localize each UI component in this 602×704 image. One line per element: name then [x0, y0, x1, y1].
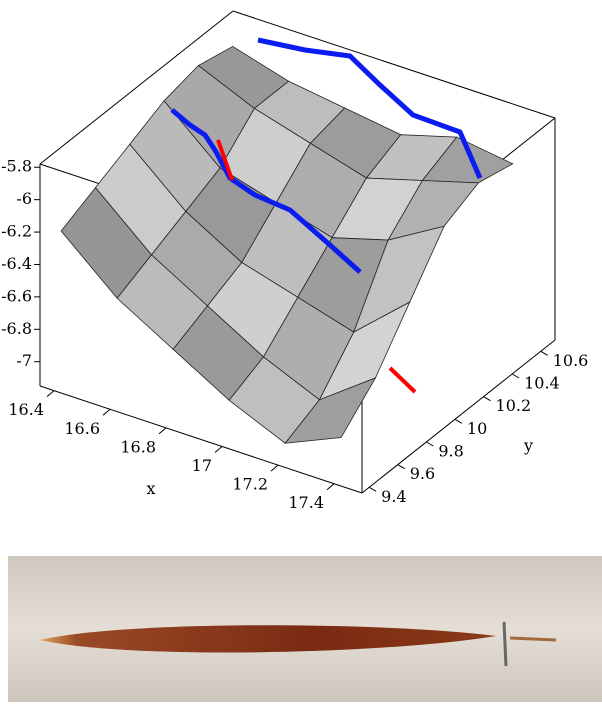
y-tick: [426, 442, 433, 446]
x-tick: [103, 409, 110, 415]
x-tick-label: 17.2: [232, 475, 268, 494]
x-tick: [215, 446, 222, 452]
z-tick-label: -6.2: [1, 222, 32, 241]
y-tick-label: 9.8: [438, 442, 463, 461]
x-tick: [159, 428, 166, 434]
y-tick-label: 9.4: [381, 487, 406, 506]
x-tick-label: 17.4: [288, 493, 324, 512]
z-tick-label: -7: [16, 351, 32, 370]
y-tick-label: 10.2: [496, 396, 532, 415]
surface: [61, 46, 513, 443]
y-tick: [369, 487, 376, 491]
x-tick-label: 17: [192, 456, 212, 475]
x-axis-label: x: [146, 479, 155, 498]
red-curve: [390, 368, 415, 392]
y-tick-label: 10.4: [524, 374, 560, 393]
z-tick-label: -6.4: [1, 254, 32, 273]
x-tick: [327, 484, 334, 490]
z-tick-label: -6: [16, 189, 32, 208]
surface-plot: -5.8 -6 -6.2 -6.4 -6.6 -6.8 -7 16.4 16.6 16.8 17 17…: [0, 0, 602, 540]
page: -5.8 -6 -6.2 -6.4 -6.6 -6.8 -7 16.4 16.6 16.8 17 17…: [0, 0, 602, 704]
x-tick-label: 16.4: [8, 400, 44, 419]
y-axis-label: y: [523, 436, 533, 455]
y-tick-label: 10: [467, 419, 487, 438]
pin: [504, 622, 506, 666]
z-tick-label: -6.6: [1, 286, 32, 305]
x-tick-label: 16.6: [64, 419, 100, 438]
z-tick-label: -5.8: [1, 157, 32, 176]
y-tick: [455, 419, 462, 423]
y-tick: [512, 374, 519, 378]
photo: [8, 556, 602, 702]
x-tick-label: 16.8: [120, 437, 156, 456]
box-edge: [362, 340, 555, 493]
y-tick: [541, 351, 548, 355]
x-tick: [271, 465, 278, 471]
y-tick: [484, 397, 491, 401]
y-tick-label: 10.6: [553, 351, 589, 370]
y-tick-label: 9.6: [410, 464, 435, 483]
x-tick: [47, 391, 54, 397]
y-tick: [398, 465, 405, 469]
stem: [510, 638, 556, 640]
z-tick-label: -6.8: [1, 319, 32, 338]
